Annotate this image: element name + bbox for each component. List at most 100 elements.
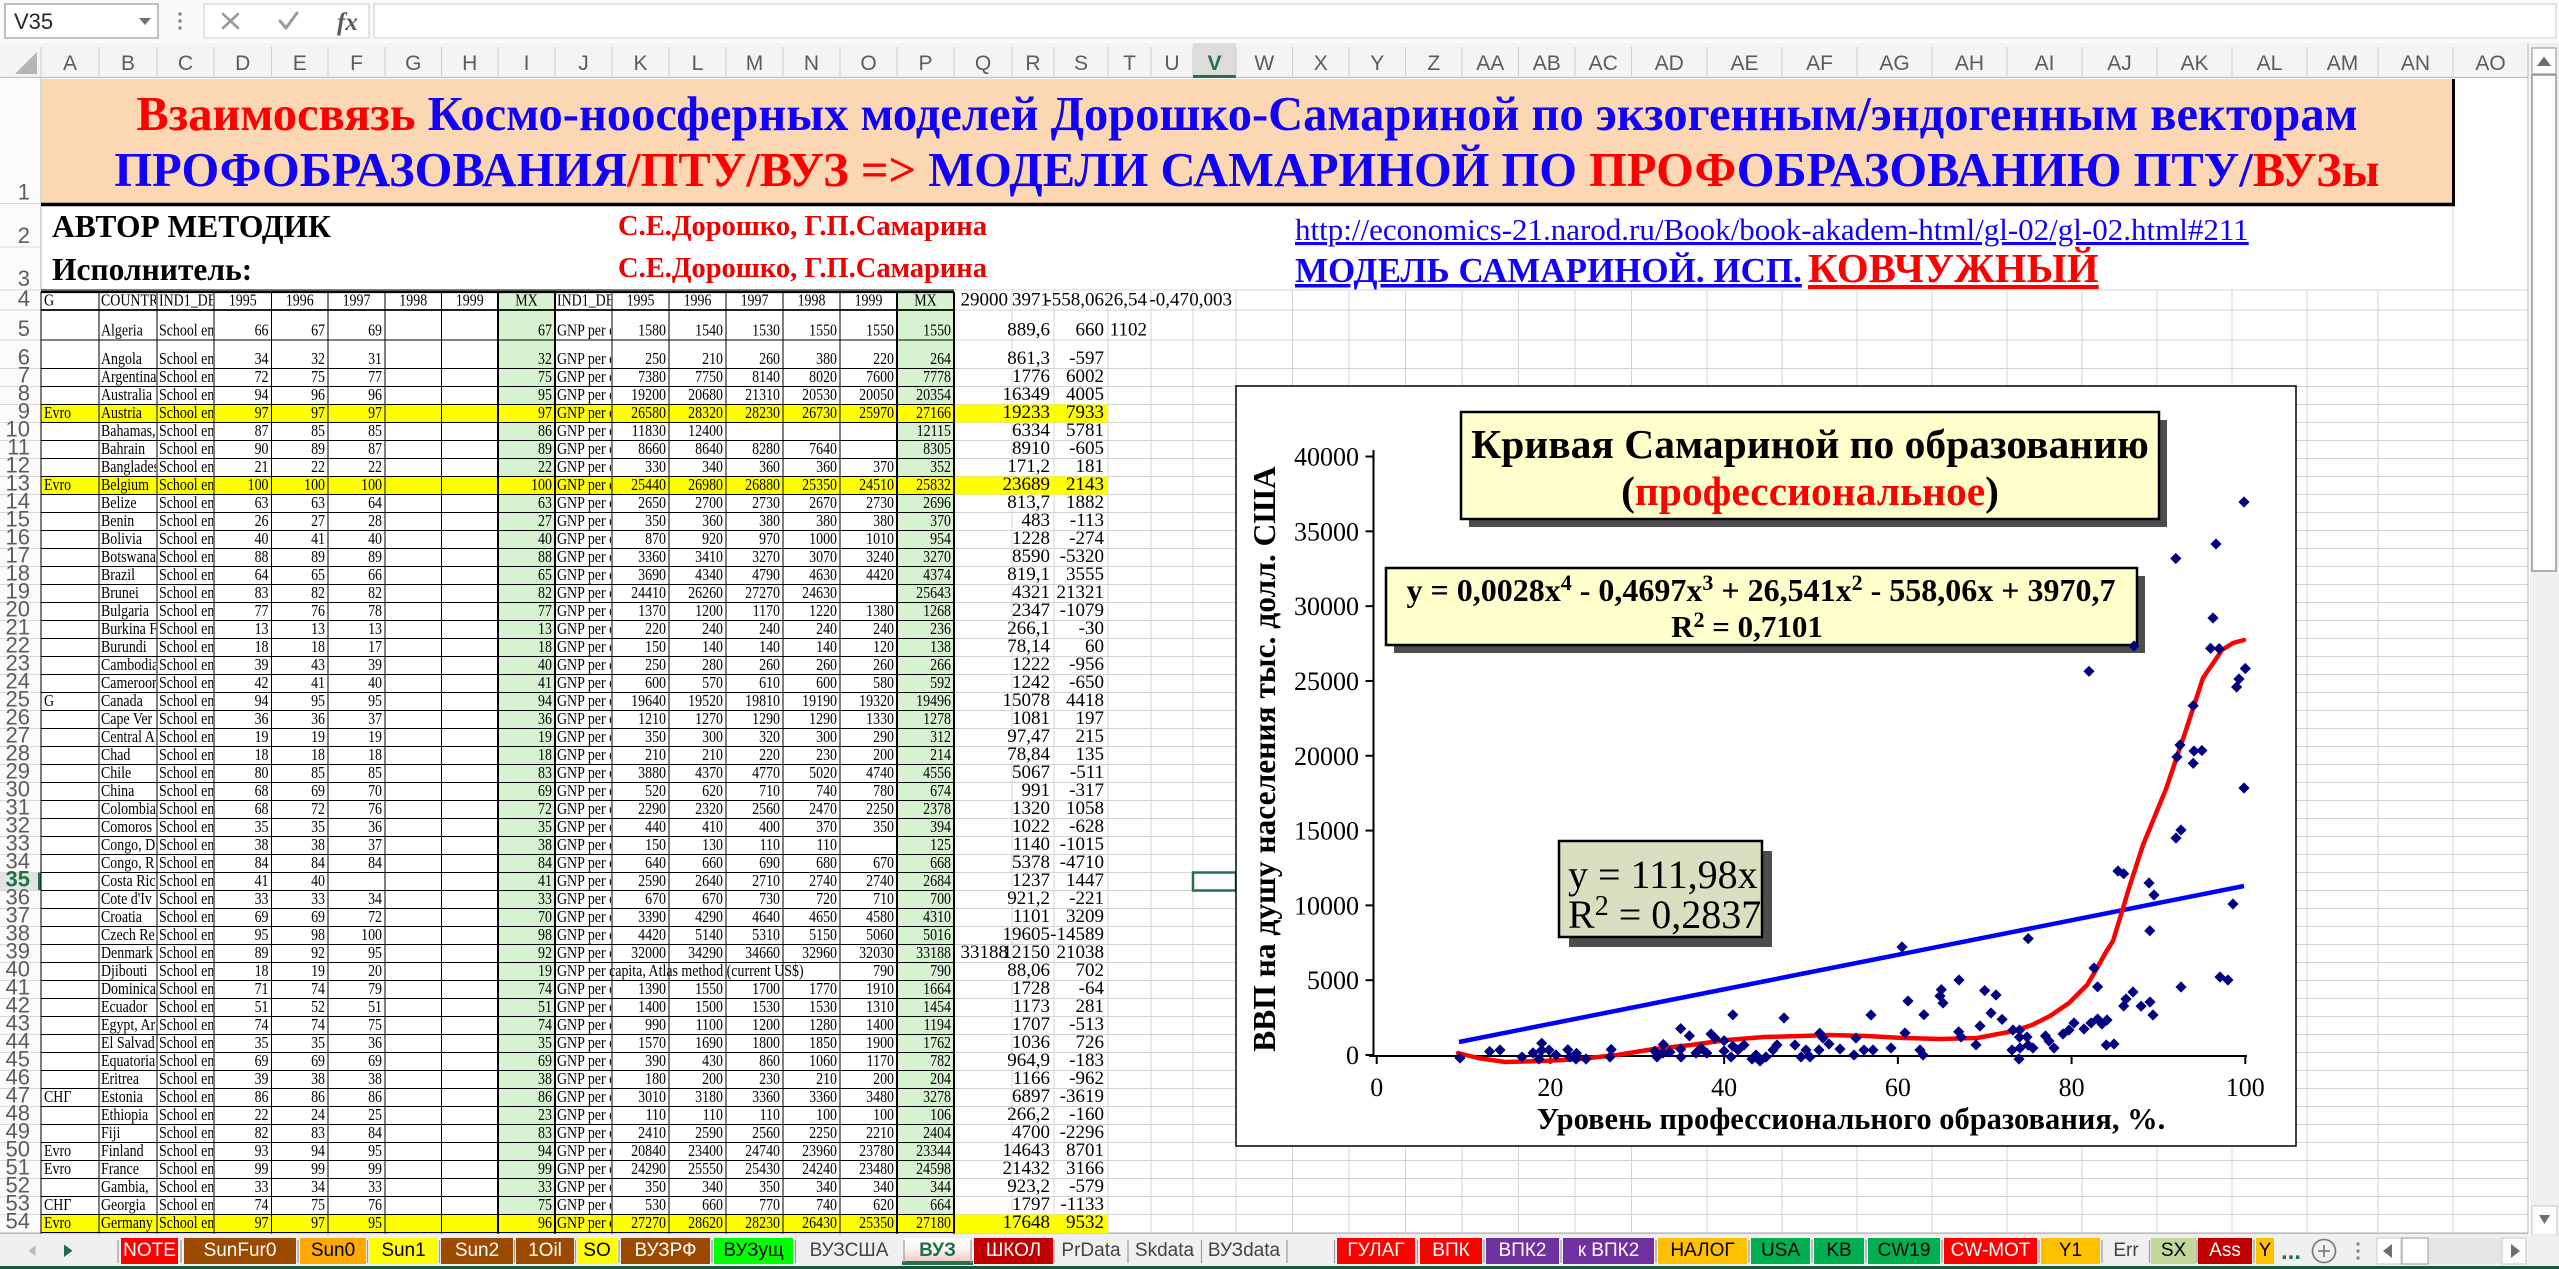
svg-text:GNP per c: GNP per c xyxy=(557,638,615,657)
svg-text:GNP per c: GNP per c xyxy=(557,602,615,621)
svg-text:School enr: School enr xyxy=(159,1124,220,1143)
svg-text:41: 41 xyxy=(538,674,552,693)
svg-text:1999: 1999 xyxy=(855,291,883,310)
svg-text:25430: 25430 xyxy=(745,1160,780,1179)
svg-text:97: 97 xyxy=(368,404,382,423)
svg-text:66: 66 xyxy=(255,321,269,340)
svg-text:-0,47: -0,47 xyxy=(1149,290,1189,311)
svg-text:8280: 8280 xyxy=(752,440,780,459)
svg-text:1280: 1280 xyxy=(809,1016,837,1035)
svg-text:1882: 1882 xyxy=(1066,492,1104,513)
svg-text:IND1_DEF: IND1_DEF xyxy=(557,291,622,310)
svg-text:AJ: AJ xyxy=(2107,52,2132,75)
svg-text:School enr: School enr xyxy=(159,998,220,1017)
svg-text:1530: 1530 xyxy=(752,998,780,1017)
svg-text:GNP per c: GNP per c xyxy=(557,440,615,459)
svg-text:380: 380 xyxy=(816,350,837,369)
svg-text:8140: 8140 xyxy=(752,368,780,387)
svg-text:710: 710 xyxy=(759,782,780,801)
svg-text:40: 40 xyxy=(368,674,382,693)
svg-text:31: 31 xyxy=(368,350,382,369)
svg-text:483: 483 xyxy=(1022,510,1051,531)
svg-text:Central A: Central A xyxy=(101,728,155,747)
svg-text:1200: 1200 xyxy=(752,1016,780,1035)
svg-text:1900: 1900 xyxy=(866,1034,894,1053)
svg-text:1997: 1997 xyxy=(343,291,371,310)
svg-text:670: 670 xyxy=(873,854,894,873)
svg-text:75: 75 xyxy=(311,1196,325,1215)
svg-text:780: 780 xyxy=(873,782,894,801)
svg-text:1140: 1140 xyxy=(1013,834,1050,855)
svg-text:-14589: -14589 xyxy=(1050,924,1104,945)
svg-text:18: 18 xyxy=(538,638,552,657)
svg-text:5378: 5378 xyxy=(1012,852,1050,873)
svg-text:36: 36 xyxy=(6,885,30,910)
svg-text:97: 97 xyxy=(255,1214,269,1233)
svg-text:38: 38 xyxy=(6,921,30,946)
svg-text:33188: 33188 xyxy=(916,944,951,963)
svg-text:1550: 1550 xyxy=(809,321,837,340)
svg-text:84: 84 xyxy=(311,854,325,873)
svg-text:Cote d'Iv: Cote d'Iv xyxy=(101,890,152,909)
svg-text:660: 660 xyxy=(702,854,723,873)
svg-text:Argentina: Argentina xyxy=(101,368,157,387)
svg-text:24240: 24240 xyxy=(802,1160,837,1179)
svg-text:41: 41 xyxy=(6,975,30,1000)
svg-text:G: G xyxy=(44,692,54,711)
svg-text:5781: 5781 xyxy=(1066,420,1104,441)
svg-text:1058: 1058 xyxy=(1066,798,1104,819)
svg-text:83: 83 xyxy=(538,1124,552,1143)
svg-text:GNP per c: GNP per c xyxy=(557,494,615,513)
svg-text:1797: 1797 xyxy=(1012,1194,1050,1215)
svg-text:8640: 8640 xyxy=(695,440,723,459)
svg-text:85: 85 xyxy=(311,764,325,783)
svg-text:GNP per c: GNP per c xyxy=(557,1088,615,1107)
svg-text:40: 40 xyxy=(1711,1073,1737,1102)
svg-text:School enr: School enr xyxy=(159,674,220,693)
svg-text:135: 135 xyxy=(1076,744,1105,765)
svg-text:530: 530 xyxy=(645,1196,666,1215)
svg-text:27: 27 xyxy=(311,512,325,531)
svg-text:СНГ: СНГ xyxy=(44,1088,71,1107)
svg-text:991: 991 xyxy=(1022,780,1051,801)
svg-text:J: J xyxy=(578,52,589,75)
svg-text:94: 94 xyxy=(255,692,269,711)
svg-text:School enr: School enr xyxy=(159,584,220,603)
svg-text:1022: 1022 xyxy=(1012,816,1050,837)
svg-text:13: 13 xyxy=(538,620,552,639)
svg-text:GNP per c: GNP per c xyxy=(557,1016,615,1035)
svg-text:740: 740 xyxy=(816,1196,837,1215)
svg-text:2730: 2730 xyxy=(866,494,894,513)
svg-text:34: 34 xyxy=(368,890,382,909)
svg-text:2640: 2640 xyxy=(695,872,723,891)
svg-text:702: 702 xyxy=(1076,960,1105,981)
svg-text:1400: 1400 xyxy=(866,1016,894,1035)
svg-text:24740: 24740 xyxy=(745,1142,780,1161)
svg-text:-962: -962 xyxy=(1069,1068,1104,1089)
svg-text:School enr: School enr xyxy=(159,1088,220,1107)
svg-text:4580: 4580 xyxy=(866,908,894,927)
svg-text:21: 21 xyxy=(6,615,30,640)
svg-text:220: 220 xyxy=(759,746,780,765)
svg-text:25350: 25350 xyxy=(802,476,837,495)
svg-text:AL: AL xyxy=(2257,52,2283,75)
svg-text:-5320: -5320 xyxy=(1060,546,1104,567)
svg-text:95: 95 xyxy=(255,926,269,945)
svg-text:11830: 11830 xyxy=(632,422,667,441)
svg-text:H: H xyxy=(462,52,477,75)
svg-text:GNP per c: GNP per c xyxy=(557,620,615,639)
svg-text:280: 280 xyxy=(702,656,723,675)
svg-text:19: 19 xyxy=(538,728,552,747)
svg-text:4321: 4321 xyxy=(1012,582,1050,603)
svg-text:GNP per c: GNP per c xyxy=(557,890,615,909)
svg-text:3360: 3360 xyxy=(638,548,666,567)
svg-text:28: 28 xyxy=(6,741,30,766)
svg-text:4310: 4310 xyxy=(923,908,951,927)
svg-text:110: 110 xyxy=(760,836,781,855)
svg-text:21321: 21321 xyxy=(1057,582,1105,603)
svg-text:ВУЗ: ВУЗ xyxy=(919,1240,956,1261)
svg-text:7640: 7640 xyxy=(809,440,837,459)
svg-text:School enr: School enr xyxy=(159,1052,220,1071)
svg-text:GNP per c: GNP per c xyxy=(557,782,615,801)
svg-text:26,54: 26,54 xyxy=(1104,290,1147,311)
